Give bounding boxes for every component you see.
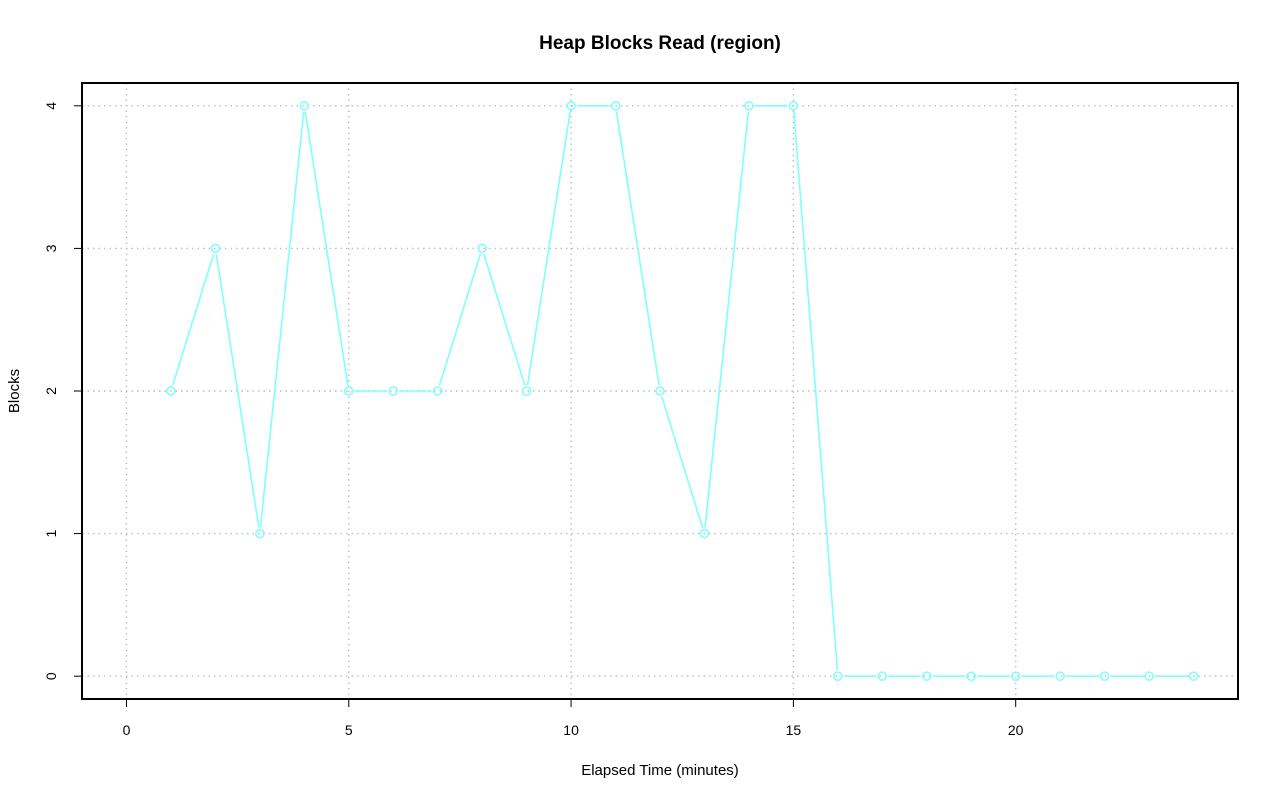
data-point	[566, 101, 576, 111]
series-segment	[661, 396, 704, 529]
x-tick-label: 5	[345, 722, 353, 738]
series-layer	[166, 101, 1199, 681]
grid	[82, 83, 1238, 699]
data-point	[255, 528, 265, 539]
x-tick-label: 10	[563, 722, 579, 738]
data-point	[166, 386, 176, 396]
data-point	[1099, 671, 1110, 681]
y-tick-label: 1	[43, 529, 59, 537]
data-point	[877, 671, 888, 681]
x-tick-label: 0	[123, 722, 131, 738]
data-point	[1055, 671, 1065, 681]
data-point	[744, 101, 754, 111]
data-point	[1144, 671, 1154, 681]
data-point	[521, 386, 532, 396]
data-point	[343, 386, 354, 396]
data-point	[299, 101, 310, 111]
data-point	[921, 671, 932, 681]
data-point	[610, 101, 621, 111]
data-point	[432, 386, 443, 396]
y-tick-label: 2	[43, 387, 59, 395]
data-point	[1010, 671, 1021, 681]
x-tick-label: 20	[1008, 722, 1024, 738]
data-point	[210, 243, 221, 254]
y-tick-label: 3	[43, 244, 59, 252]
data-point	[699, 528, 710, 539]
data-point	[1188, 671, 1199, 681]
x-axis: 0 5 10 15 20	[123, 699, 1024, 738]
series-segment	[704, 111, 750, 528]
y-axis: 0 1 2 3 4	[43, 102, 82, 680]
series-segment	[793, 111, 839, 671]
series-segment	[215, 254, 260, 528]
data-point	[477, 243, 487, 254]
y-axis-label: Blocks	[6, 369, 23, 413]
series-segment	[615, 111, 660, 386]
data-point	[833, 671, 843, 681]
chart-title: Heap Blocks Read (region)	[539, 33, 781, 54]
x-axis-label: Elapsed Time (minutes)	[581, 762, 739, 779]
series-segment	[304, 111, 349, 386]
data-point	[655, 386, 665, 396]
series-segment	[526, 111, 571, 386]
y-tick-label: 0	[43, 672, 59, 680]
data-point	[966, 671, 977, 681]
series-segment	[438, 253, 482, 386]
data-point	[388, 386, 399, 396]
series-segment	[483, 253, 526, 386]
data-point	[788, 101, 799, 111]
series-segment	[171, 253, 215, 386]
series-segment	[259, 111, 305, 528]
y-tick-label: 4	[43, 102, 59, 110]
x-tick-label: 15	[786, 722, 802, 738]
